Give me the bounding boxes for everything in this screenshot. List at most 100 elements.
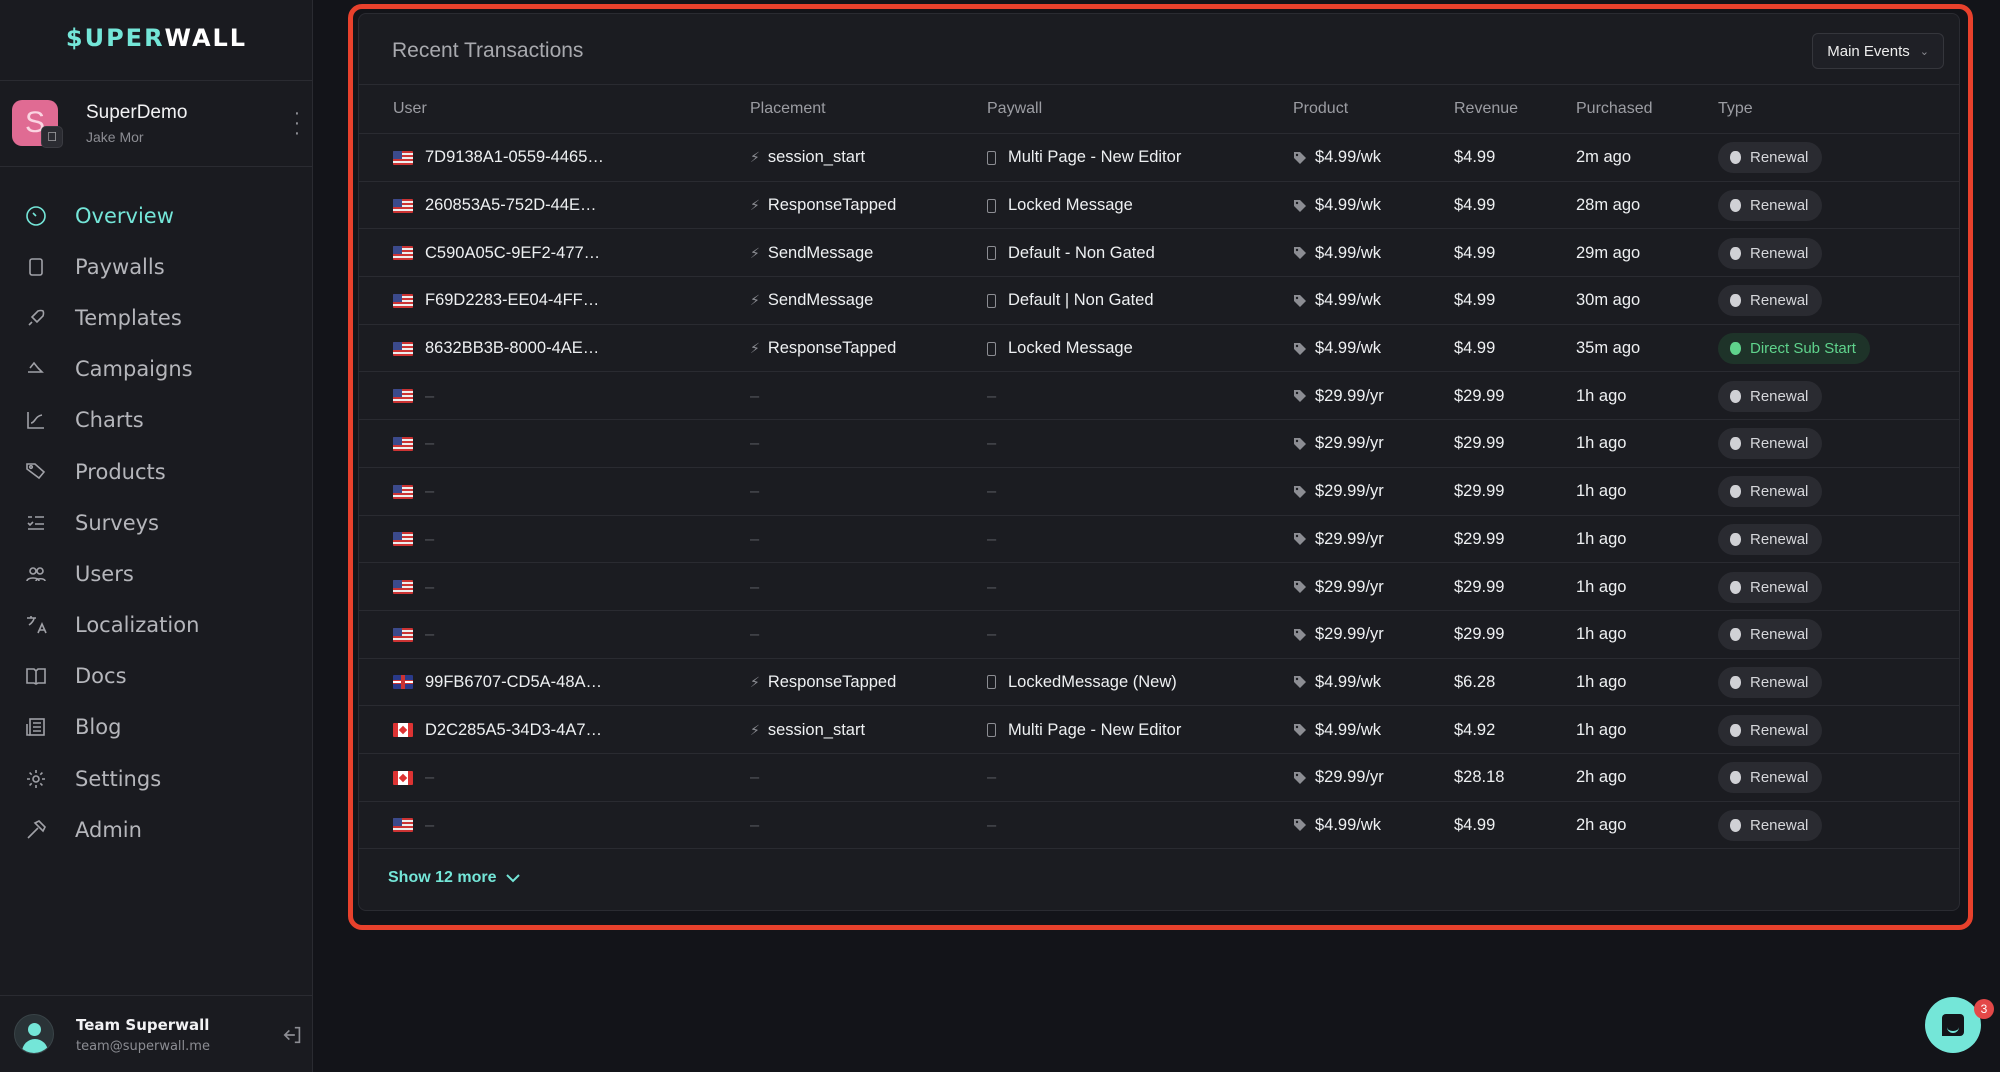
sidebar-item-charts[interactable]: Charts: [0, 395, 313, 446]
user-text[interactable]: 99FB6707-CD5A-48A…: [425, 672, 603, 691]
cell-type: Renewal: [1718, 229, 1823, 277]
flag-us-icon: [393, 580, 413, 595]
table-row[interactable]: – – – $4.99/wk $4.99 2h ago Renewal: [359, 802, 1959, 850]
tag-icon: [1294, 390, 1306, 403]
sidebar-item-surveys[interactable]: Surveys: [0, 497, 313, 548]
user-text[interactable]: 8632BB3B-8000-4AE…: [425, 339, 600, 358]
cell-user: 99FB6707-CD5A-48A…: [393, 659, 602, 707]
placement-text: –: [750, 386, 760, 405]
more-options-icon[interactable]: · · ·: [293, 102, 301, 144]
flag-gb-icon: [393, 675, 413, 690]
table-row[interactable]: – – – $29.99/yr $29.99 1h ago Renewal: [359, 516, 1959, 564]
cell-paywall: –: [987, 372, 996, 420]
cell-revenue: $4.92: [1454, 706, 1495, 754]
sidebar-item-docs[interactable]: Docs: [0, 651, 313, 702]
sidebar-item-label: Charts: [75, 408, 144, 433]
cell-paywall: –: [987, 611, 996, 659]
apple-icon: [1730, 532, 1741, 546]
apple-icon: [1730, 199, 1741, 213]
app-switcher[interactable]: S  SuperDemo Jake Mor ···: [12, 100, 302, 156]
user-text[interactable]: C590A05C-9EF2-477…: [425, 243, 601, 262]
rocket-icon: [24, 306, 48, 330]
cell-paywall: –: [987, 563, 996, 611]
table-row[interactable]: F69D2283-EE04-4FF… ⚡︎ SendMessage Default |…: [359, 277, 1959, 325]
user-text[interactable]: D2C285A5-34D3-4A7…: [425, 720, 603, 739]
sidebar-item-admin[interactable]: Admin: [0, 804, 313, 855]
sidebar-item-label: Surveys: [75, 510, 159, 535]
cell-purchased: 2m ago: [1576, 134, 1631, 182]
table-row[interactable]: – – – $29.99/yr $29.99 1h ago Renewal: [359, 563, 1959, 611]
cell-type: Renewal: [1718, 659, 1823, 707]
sidebar-item-users[interactable]: Users: [0, 548, 313, 599]
logout-icon[interactable]: [282, 1024, 304, 1051]
tag-icon: [1294, 819, 1306, 832]
column-header-purchased[interactable]: Purchased: [1576, 100, 1653, 117]
cell-placement: ⚡︎ SendMessage: [750, 229, 873, 277]
cell-purchased: 1h ago: [1576, 372, 1626, 420]
column-header-placement[interactable]: Placement: [750, 100, 826, 117]
column-header-paywall[interactable]: Paywall: [987, 100, 1043, 117]
product-text: $29.99/yr: [1315, 577, 1384, 596]
table-row[interactable]: 8632BB3B-8000-4AE… ⚡︎ ResponseTapped Locked…: [359, 325, 1959, 373]
sidebar-item-products[interactable]: Products: [0, 446, 313, 497]
sidebar-item-overview[interactable]: Overview: [0, 190, 313, 241]
cell-purchased: 1h ago: [1576, 611, 1626, 659]
column-header-revenue[interactable]: Revenue: [1454, 100, 1519, 117]
column-header-type[interactable]: Type: [1718, 100, 1753, 117]
avatar[interactable]: [14, 1014, 54, 1054]
table-row[interactable]: – – – $29.99/yr $29.99 1h ago Renewal: [359, 611, 1959, 659]
cell-placement: –: [750, 516, 759, 564]
table-row[interactable]: 99FB6707-CD5A-48A… ⚡︎ ResponseTapped Locked…: [359, 659, 1959, 707]
sidebar-item-blog[interactable]: Blog: [0, 702, 313, 753]
translate-icon: [24, 613, 48, 637]
user-text[interactable]: F69D2283-EE04-4FF…: [425, 291, 600, 310]
cell-paywall: –: [987, 516, 996, 564]
paywall-text: Default | Non Gated: [1008, 291, 1154, 310]
table-row[interactable]: 260853A5-752D-44E… ⚡︎ ResponseTapped Locked…: [359, 182, 1959, 230]
table-row[interactable]: 7D9138A1-0559-4465… ⚡︎ session_start Multi …: [359, 134, 1959, 182]
cell-user: C590A05C-9EF2-477…: [393, 229, 600, 277]
sidebar-item-paywalls[interactable]: Paywalls: [0, 241, 313, 292]
tag-icon: [1294, 199, 1306, 212]
column-header-user[interactable]: User: [393, 100, 427, 117]
revenue-text: $29.99: [1454, 482, 1505, 501]
table-row[interactable]: – – – $29.99/yr $29.99 1h ago Renewal: [359, 420, 1959, 468]
sidebar-item-templates[interactable]: Templates: [0, 292, 313, 343]
cell-placement: –: [750, 372, 759, 420]
user-text[interactable]: 260853A5-752D-44E…: [425, 196, 597, 215]
cell-product: $29.99/yr: [1293, 420, 1384, 468]
column-header-product[interactable]: Product: [1293, 100, 1349, 117]
event-filter-dropdown[interactable]: Main Events ⌄: [1812, 33, 1944, 69]
show-more-button[interactable]: Show 12 more: [388, 869, 521, 887]
type-badge: Renewal: [1718, 619, 1823, 651]
apple-icon: : [41, 126, 63, 148]
cell-placement: –: [750, 563, 759, 611]
paywall-text: Locked Message: [1008, 196, 1133, 215]
cell-placement: ⚡︎ session_start: [750, 706, 865, 754]
table-row[interactable]: – – – $29.99/yr $29.99 1h ago Renewal: [359, 468, 1959, 516]
phone-icon: [987, 150, 996, 165]
table-row[interactable]: C590A05C-9EF2-477… ⚡︎ SendMessage Default -…: [359, 229, 1959, 278]
cell-type: Renewal: [1718, 182, 1823, 230]
sidebar-item-localization[interactable]: Localization: [0, 600, 313, 651]
type-badge: Renewal: [1718, 380, 1823, 412]
highlight-outline: [348, 4, 1973, 930]
flag-ca-icon: [393, 770, 413, 785]
superwall-logo[interactable]: $UPERWALL: [0, 24, 313, 52]
table-row[interactable]: – – – $29.99/yr $28.18 2h ago Renewal: [359, 754, 1959, 802]
sidebar-item-settings[interactable]: Settings: [0, 753, 313, 804]
cell-revenue: $29.99: [1454, 372, 1504, 420]
cell-revenue: $6.28: [1454, 659, 1495, 707]
chat-launcher[interactable]: [1925, 997, 1981, 1053]
table-row[interactable]: – – – $29.99/yr $29.99 1h ago Renewal: [359, 372, 1959, 421]
table-row[interactable]: D2C285A5-34D3-4A7… ⚡︎ session_start Multi P…: [359, 706, 1959, 754]
cell-user: 7D9138A1-0559-4465…: [393, 134, 604, 182]
cell-type: Renewal: [1718, 754, 1823, 802]
user-text[interactable]: 7D9138A1-0559-4465…: [425, 148, 604, 167]
phone-icon: [987, 198, 996, 213]
sidebar-item-campaigns[interactable]: Campaigns: [0, 344, 313, 395]
sidebar-item-label: Products: [75, 459, 166, 484]
type-label: Renewal: [1750, 721, 1809, 739]
type-label: Renewal: [1750, 530, 1809, 548]
cell-product: $4.99/wk: [1293, 134, 1381, 182]
